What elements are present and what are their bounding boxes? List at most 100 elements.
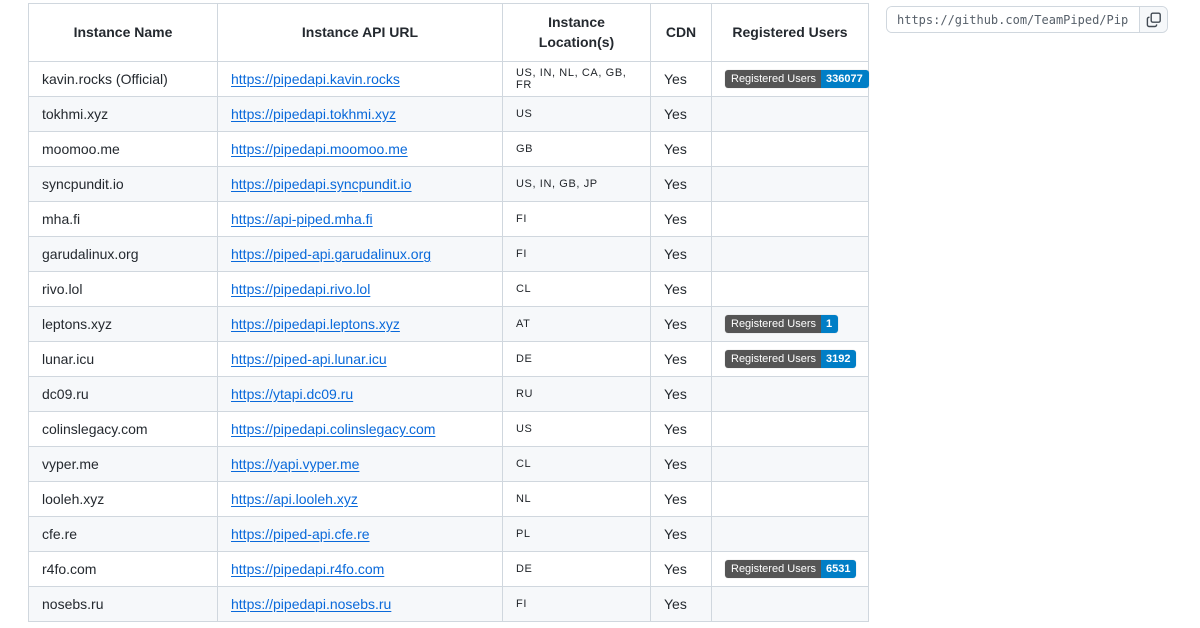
table-row: tokhmi.xyz https://pipedapi.tokhmi.xyz US Y… — [28, 95, 869, 132]
instance-name: dc09.ru — [28, 375, 218, 412]
instance-api-url-cell: https://pipedapi.rivo.lol — [217, 270, 503, 307]
instance-locations: RU — [502, 375, 651, 412]
instance-api-url-cell: https://pipedapi.tokhmi.xyz — [217, 95, 503, 132]
registered-users-cell: Registered Users 336077 — [711, 60, 869, 97]
instance-api-link[interactable]: https://pipedapi.kavin.rocks — [231, 70, 400, 87]
column-header-instance-location-s: Instance Location(s) — [502, 3, 651, 62]
cdn-value: Yes — [650, 305, 712, 342]
instance-api-url-cell: https://pipedapi.leptons.xyz — [217, 305, 503, 342]
instance-locations: CL — [502, 445, 651, 482]
instance-api-link[interactable]: https://pipedapi.rivo.lol — [231, 280, 371, 297]
badge-value: 3192 — [820, 350, 857, 369]
instance-locations: FI — [502, 585, 651, 622]
instance-locations: CL — [502, 270, 651, 307]
permalink-box — [886, 6, 1168, 33]
column-header-instance-name: Instance Name — [28, 3, 218, 62]
instance-locations: FI — [502, 200, 651, 237]
instance-api-link[interactable]: https://pipedapi.leptons.xyz — [231, 315, 400, 332]
badge-label: Registered Users — [725, 315, 821, 334]
instance-api-link[interactable]: https://piped-api.lunar.icu — [231, 350, 387, 367]
column-header-cdn: CDN — [650, 3, 712, 62]
instance-name: r4fo.com — [28, 550, 218, 587]
instance-name: leptons.xyz — [28, 305, 218, 342]
instance-name: tokhmi.xyz — [28, 95, 218, 132]
cdn-value: Yes — [650, 550, 712, 587]
table-row: looleh.xyz https://api.looleh.xyz NL Yes — [28, 480, 869, 517]
registered-users-cell — [711, 480, 869, 517]
badge-value: 6531 — [820, 560, 857, 579]
copy-button[interactable] — [1139, 7, 1167, 32]
badge-label: Registered Users — [725, 350, 821, 369]
registered-users-badge: Registered Users 3192 — [725, 350, 857, 369]
instance-name: vyper.me — [28, 445, 218, 482]
instance-api-url-cell: https://pipedapi.nosebs.ru — [217, 585, 503, 622]
table-row: dc09.ru https://ytapi.dc09.ru RU Yes — [28, 375, 869, 412]
instance-api-url-cell: https://pipedapi.colinslegacy.com — [217, 410, 503, 447]
instance-name: syncpundit.io — [28, 165, 218, 202]
instance-name: rivo.lol — [28, 270, 218, 307]
instance-name: colinslegacy.com — [28, 410, 218, 447]
table-header-row: Instance Name Instance API URL Instance Lo… — [28, 3, 869, 62]
table-row: r4fo.com https://pipedapi.r4fo.com DE Yes Re… — [28, 550, 869, 587]
instance-locations: FI — [502, 235, 651, 272]
instance-api-link[interactable]: https://pipedapi.nosebs.ru — [231, 595, 392, 612]
instance-name: looleh.xyz — [28, 480, 218, 517]
cdn-value: Yes — [650, 515, 712, 552]
cdn-value: Yes — [650, 235, 712, 272]
instance-api-link[interactable]: https://piped-api.garudalinux.org — [231, 245, 432, 262]
table-row: vyper.me https://yapi.vyper.me CL Yes — [28, 445, 869, 482]
table-row: colinslegacy.com https://pipedapi.colinsl… — [28, 410, 869, 447]
instances-table: Instance Name Instance API URL Instance Lo… — [28, 3, 869, 622]
instance-name: garudalinux.org — [28, 235, 218, 272]
instance-api-link[interactable]: https://yapi.vyper.me — [231, 455, 360, 472]
copy-icon — [1146, 12, 1161, 27]
instance-api-link[interactable]: https://api-piped.mha.fi — [231, 210, 373, 227]
cdn-value: Yes — [650, 340, 712, 377]
registered-users-cell — [711, 130, 869, 167]
registered-users-badge: Registered Users 6531 — [725, 560, 857, 579]
instance-locations: PL — [502, 515, 651, 552]
registered-users-badge: Registered Users 336077 — [725, 70, 869, 89]
instance-locations: GB — [502, 130, 651, 167]
instance-api-url-cell: https://piped-api.lunar.icu — [217, 340, 503, 377]
registered-users-cell: Registered Users 6531 — [711, 550, 869, 587]
cdn-value: Yes — [650, 445, 712, 482]
cdn-value: Yes — [650, 410, 712, 447]
instance-api-link[interactable]: https://pipedapi.r4fo.com — [231, 560, 385, 577]
instance-locations: US — [502, 95, 651, 132]
cdn-value: Yes — [650, 130, 712, 167]
instance-name: cfe.re — [28, 515, 218, 552]
badge-value: 1 — [820, 315, 839, 334]
instance-api-url-cell: https://pipedapi.r4fo.com — [217, 550, 503, 587]
instance-name: nosebs.ru — [28, 585, 218, 622]
table-row: lunar.icu https://piped-api.lunar.icu DE Ye… — [28, 340, 869, 377]
registered-users-cell — [711, 445, 869, 482]
table-row: leptons.xyz https://pipedapi.leptons.xyz A… — [28, 305, 869, 342]
cdn-value: Yes — [650, 480, 712, 517]
registered-users-cell: Registered Users 3192 — [711, 340, 869, 377]
instance-api-link[interactable]: https://api.looleh.xyz — [231, 490, 358, 507]
cdn-value: Yes — [650, 95, 712, 132]
table-row: garudalinux.org https://piped-api.garudal… — [28, 235, 869, 272]
table-row: nosebs.ru https://pipedapi.nosebs.ru FI Yes — [28, 585, 869, 622]
cdn-value: Yes — [650, 585, 712, 622]
column-header-instance-api-url: Instance API URL — [217, 3, 503, 62]
instance-api-link[interactable]: https://pipedapi.syncpundit.io — [231, 175, 412, 192]
instance-name: kavin.rocks (Official) — [28, 60, 218, 97]
registered-users-cell — [711, 515, 869, 552]
instance-api-url-cell: https://pipedapi.moomoo.me — [217, 130, 503, 167]
table-row: mha.fi https://api-piped.mha.fi FI Yes — [28, 200, 869, 237]
url-input[interactable] — [887, 7, 1139, 32]
cdn-value: Yes — [650, 165, 712, 202]
instance-api-link[interactable]: https://pipedapi.colinslegacy.com — [231, 420, 436, 437]
instance-api-link[interactable]: https://piped-api.cfe.re — [231, 525, 370, 542]
registered-users-cell — [711, 585, 869, 622]
instance-api-link[interactable]: https://pipedapi.moomoo.me — [231, 140, 408, 157]
instance-api-link[interactable]: https://ytapi.dc09.ru — [231, 385, 354, 402]
instance-locations: US, IN, NL, CA, GB, FR — [502, 60, 651, 97]
registered-users-cell — [711, 270, 869, 307]
badge-label: Registered Users — [725, 70, 821, 89]
instance-api-url-cell: https://pipedapi.kavin.rocks — [217, 60, 503, 97]
instance-api-link[interactable]: https://pipedapi.tokhmi.xyz — [231, 105, 396, 122]
instance-api-url-cell: https://pipedapi.syncpundit.io — [217, 165, 503, 202]
